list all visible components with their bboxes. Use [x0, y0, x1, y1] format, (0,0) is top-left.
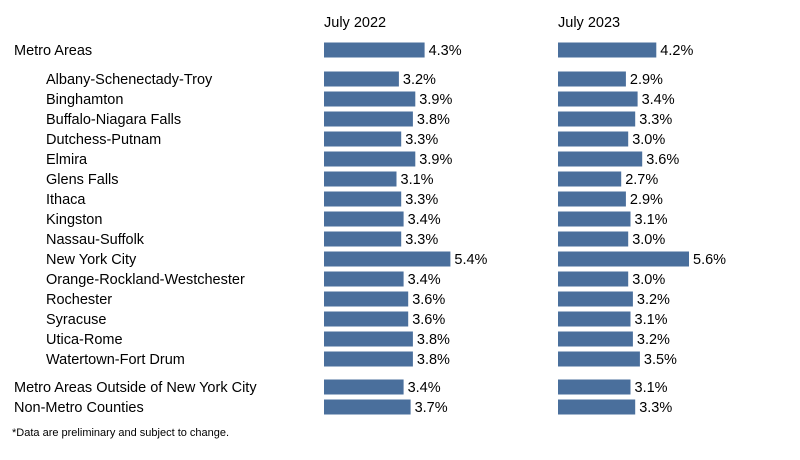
bar-july-2022 [324, 171, 397, 187]
category-label: Albany-Schenectady-Troy [46, 72, 213, 88]
data-label: 3.4% [408, 272, 441, 288]
data-label: 3.5% [644, 352, 677, 368]
category-label: Metro Areas Outside of New York City [14, 380, 257, 396]
bar-july-2023 [558, 291, 633, 307]
bar-july-2022 [324, 91, 416, 107]
bar-july-2022 [324, 71, 399, 87]
bar-july-2023 [558, 171, 622, 187]
bar-july-2023 [558, 191, 626, 207]
data-label: 3.6% [412, 292, 445, 308]
data-label: 3.4% [408, 212, 441, 228]
data-label: 4.3% [429, 43, 462, 59]
data-label: 3.2% [637, 292, 670, 308]
data-label: 3.0% [632, 132, 665, 148]
bar-july-2022 [324, 111, 413, 127]
data-label: 3.3% [405, 132, 438, 148]
category-label: Non-Metro Counties [14, 400, 144, 416]
data-label: 5.6% [693, 252, 726, 268]
bar-july-2022 [324, 291, 409, 307]
data-label: 3.6% [646, 152, 679, 168]
bar-july-2022 [324, 231, 402, 247]
unemployment-rate-bar-chart: July 2022 July 2023 Metro Areas Albany-Sche… [14, 15, 726, 416]
bar-july-2023 [558, 271, 629, 287]
data-label: 2.9% [630, 72, 663, 88]
data-label: 3.1% [635, 380, 668, 396]
bar-july-2022 [324, 399, 411, 415]
data-label: 5.4% [454, 252, 487, 268]
data-label: 3.4% [642, 92, 675, 108]
category-label: Elmira [46, 152, 88, 168]
bar-july-2022 [324, 211, 404, 227]
bar-july-2023 [558, 42, 657, 58]
data-label: 3.1% [401, 172, 434, 188]
category-label: Nassau-Suffolk [46, 232, 145, 248]
bar-july-2023 [558, 91, 638, 107]
bar-july-2023 [558, 311, 631, 327]
bar-july-2023 [558, 399, 636, 415]
bar-july-2022 [324, 151, 416, 167]
data-label: 3.3% [639, 112, 672, 128]
bar-july-2022 [324, 42, 425, 58]
data-label: 3.1% [635, 312, 668, 328]
bar-july-2023 [558, 111, 636, 127]
data-label: 3.2% [403, 72, 436, 88]
series-header-2: July 2023 [558, 15, 620, 31]
data-label: 3.9% [419, 92, 452, 108]
data-label: 3.7% [415, 400, 448, 416]
category-label: Ithaca [46, 192, 86, 208]
bar-july-2023 [558, 151, 643, 167]
footnote: *Data are preliminary and subject to cha… [12, 427, 230, 439]
category-label: Utica-Rome [46, 332, 123, 348]
category-label: Binghamton [46, 92, 123, 108]
bar-july-2023 [558, 231, 629, 247]
data-label: 3.0% [632, 272, 665, 288]
data-label: 2.9% [630, 192, 663, 208]
category-label: Kingston [46, 212, 102, 228]
data-label: 2.7% [625, 172, 658, 188]
category-label: New York City [46, 252, 137, 268]
bar-july-2023 [558, 331, 633, 347]
category-label: Buffalo-Niagara Falls [46, 112, 181, 128]
bar-july-2022 [324, 131, 402, 147]
data-label: 3.1% [635, 212, 668, 228]
data-label: 4.2% [660, 43, 693, 59]
category-label: Glens Falls [46, 172, 119, 188]
bar-july-2023 [558, 71, 626, 87]
bar-july-2022 [324, 191, 402, 207]
category-label: Syracuse [46, 312, 106, 328]
bar-july-2022 [324, 331, 413, 347]
data-label: 3.8% [417, 332, 450, 348]
bar-july-2023 [558, 211, 631, 227]
data-label: 3.8% [417, 112, 450, 128]
data-label: 3.3% [405, 232, 438, 248]
bar-july-2022 [324, 351, 413, 367]
data-label: 3.4% [408, 380, 441, 396]
bar-july-2022 [324, 379, 404, 395]
data-label: 3.3% [639, 400, 672, 416]
data-label: 3.8% [417, 352, 450, 368]
data-label: 3.2% [637, 332, 670, 348]
bar-july-2022 [324, 271, 404, 287]
data-label: 3.3% [405, 192, 438, 208]
series-header-1: July 2022 [324, 15, 386, 31]
category-label: Orange-Rockland-Westchester [46, 272, 245, 288]
bar-july-2022 [324, 311, 409, 327]
bar-july-2023 [558, 379, 631, 395]
category-label: Watertown-Fort Drum [46, 352, 185, 368]
bar-july-2023 [558, 251, 689, 267]
category-label: Rochester [46, 292, 112, 308]
bar-july-2022 [324, 251, 451, 267]
category-label: Dutchess-Putnam [46, 132, 161, 148]
bar-july-2023 [558, 351, 640, 367]
data-label: 3.0% [632, 232, 665, 248]
data-label: 3.9% [419, 152, 452, 168]
category-label: Metro Areas [14, 43, 92, 59]
data-label: 3.6% [412, 312, 445, 328]
bar-july-2023 [558, 131, 629, 147]
